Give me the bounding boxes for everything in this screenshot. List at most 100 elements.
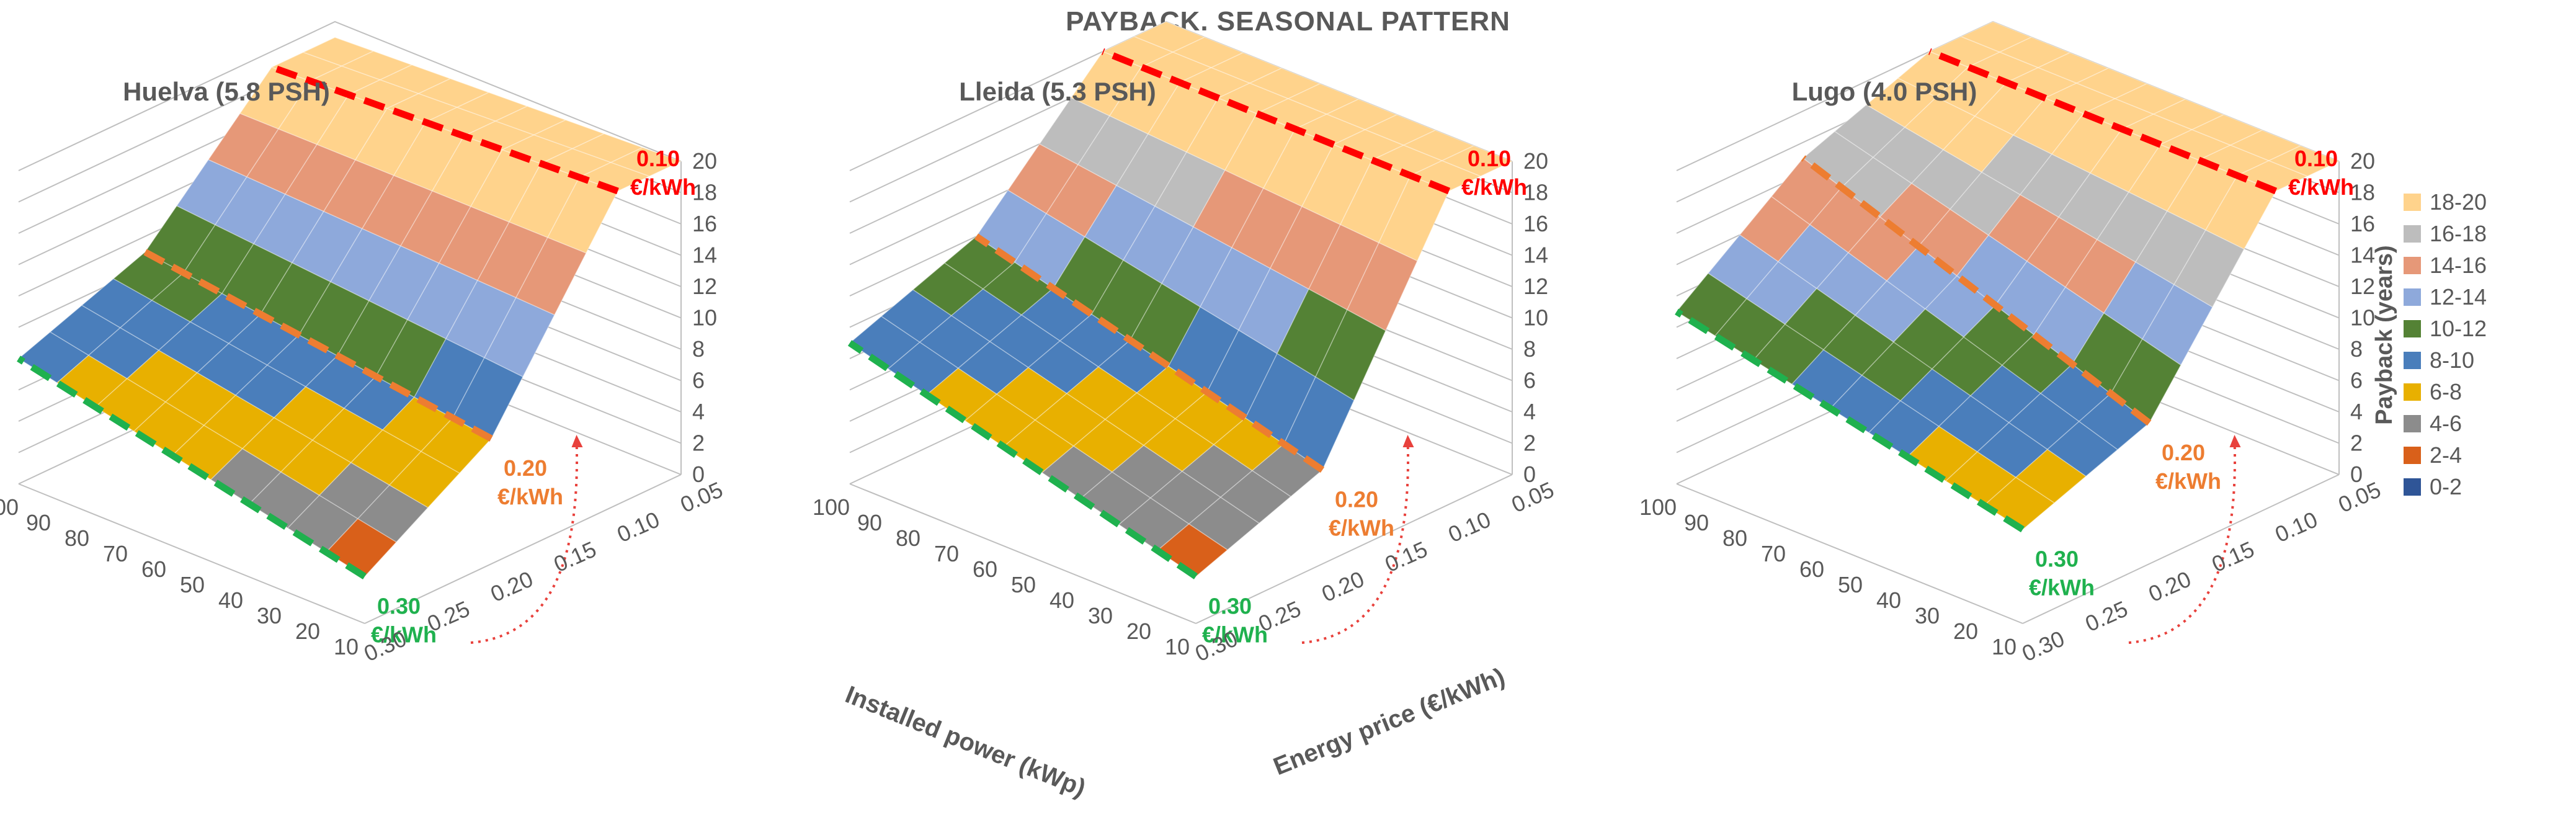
power-tick-label: 80 — [896, 525, 920, 551]
power-tick-label: 70 — [934, 541, 959, 566]
power-tick-label: 40 — [1876, 587, 1901, 613]
power-tick-label: 50 — [180, 572, 205, 597]
power-tick-label: 80 — [1723, 525, 1747, 551]
z-tick-label: 12 — [692, 274, 717, 299]
legend-label: 12-14 — [2430, 283, 2487, 310]
z-tick-label: 12 — [2350, 274, 2375, 299]
legend-swatch — [2404, 351, 2421, 369]
power-tick-label: 20 — [295, 618, 320, 644]
price-tick-label: 0.25 — [1255, 596, 1305, 636]
z-tick-label: 6 — [2350, 368, 2363, 393]
price-annotation-value: 0.20 — [1335, 487, 1378, 512]
legend-swatch — [2404, 446, 2421, 464]
z-tick-label: 0 — [1523, 462, 1536, 487]
power-tick-label: 10 — [1165, 634, 1190, 659]
legend-label: 10-12 — [2430, 315, 2487, 341]
price-annotation-value: 0.30 — [2035, 547, 2079, 572]
power-tick-label: 40 — [218, 587, 243, 613]
price-tick-label: 0.05 — [677, 476, 727, 517]
power-tick-label: 30 — [1088, 603, 1113, 628]
price-tick-label: 0.15 — [2208, 536, 2258, 577]
z-tick-label: 20 — [2350, 148, 2375, 174]
legend-label: 16-18 — [2430, 220, 2487, 246]
power-tick-label: 100 — [0, 494, 19, 520]
z-tick-label: 20 — [692, 148, 717, 174]
price-tick-label: 0.30 — [2018, 625, 2069, 666]
price-annotation-unit: €/kWh — [630, 174, 696, 200]
legend-item: 6-8 — [2404, 376, 2552, 408]
power-tick-label: 70 — [103, 541, 128, 566]
iso-price-line — [847, 340, 1198, 579]
legend-label: 18-20 — [2430, 189, 2487, 215]
power-tick-label: 100 — [813, 494, 850, 520]
legend-swatch — [2404, 478, 2421, 496]
price-tick-label: 0.20 — [487, 566, 537, 607]
power-tick-label: 100 — [1639, 494, 1677, 520]
power-axis-line — [1676, 483, 2023, 624]
price-annotation-unit: €/kWh — [497, 484, 563, 509]
power-axis-line — [18, 483, 365, 624]
direction-arrowhead — [2229, 435, 2241, 447]
direction-arrowhead — [1402, 435, 1414, 447]
power-tick-label: 10 — [1992, 634, 2017, 659]
price-annotation-unit: €/kWh — [1202, 622, 1268, 647]
legend-label: 6-8 — [2430, 378, 2462, 404]
legend-item: 8-10 — [2404, 344, 2552, 376]
z-tick-label: 8 — [1523, 336, 1536, 362]
z-tick-label: 12 — [1523, 274, 1548, 299]
z-tick-label: 6 — [692, 368, 705, 393]
price-annotation-unit: €/kWh — [371, 622, 437, 647]
power-tick-label: 50 — [1011, 572, 1036, 597]
price-tick-label: 0.10 — [1445, 506, 1495, 547]
power-tick-label: 60 — [141, 556, 166, 582]
z-tick-label: 6 — [1523, 368, 1536, 393]
z-tick-label: 2 — [692, 431, 705, 456]
power-tick-label: 60 — [1799, 556, 1824, 582]
z-tick-label: 14 — [692, 243, 717, 268]
z-tick-label: 10 — [692, 305, 717, 331]
price-annotation-value: 0.20 — [504, 455, 547, 481]
legend-swatch — [2404, 414, 2421, 432]
z-tick-label: 8 — [2350, 336, 2363, 362]
iso-price-line — [1101, 48, 1451, 195]
z-tick-label: 2 — [1523, 431, 1536, 456]
legend-item: 2-4 — [2404, 439, 2552, 471]
z-tick-label: 14 — [1523, 243, 1548, 268]
z-tick-label: 16 — [2350, 211, 2375, 236]
surface-chart: 0 2 4 6 8 10 12 14 16 18 20 0.30 €/kWh 0.20 €/kWh 0.10 €… — [1639, 20, 2397, 666]
z-tick-label: 4 — [1523, 399, 1536, 424]
price-axis-line — [2022, 474, 2340, 624]
iso-price-line — [17, 355, 367, 579]
price-tick-label: 0.05 — [1508, 476, 1558, 517]
price-annotation-value: 0.30 — [1208, 593, 1252, 618]
legend-swatch — [2404, 256, 2421, 274]
power-tick-label: 30 — [257, 603, 282, 628]
z-tick-label: 20 — [1523, 148, 1548, 174]
price-annotation-unit: €/kWh — [2288, 174, 2354, 200]
legend-label: 14-16 — [2430, 252, 2487, 278]
legend-label: 2-4 — [2430, 442, 2462, 468]
price-tick-label: 0.25 — [424, 596, 474, 636]
power-tick-label: 60 — [973, 556, 997, 582]
z-tick-label: 16 — [692, 211, 717, 236]
price-axis-line — [1195, 474, 1513, 624]
legend-swatch — [2404, 225, 2421, 243]
page-title: PAYBACK. SEASONAL PATTERN — [1066, 6, 1510, 37]
price-tick-label: 0.10 — [613, 506, 664, 547]
price-tick-label: 0.15 — [550, 536, 600, 577]
z-tick-label: 2 — [2350, 431, 2363, 456]
legend-item: 14-16 — [2404, 249, 2552, 281]
z-tick-label: 4 — [692, 399, 705, 424]
legend-item: 0-2 — [2404, 471, 2552, 502]
price-tick-label: 0.20 — [1318, 566, 1368, 607]
z-tick-label: 14 — [2350, 243, 2375, 268]
z-tick-label: 0 — [692, 462, 705, 487]
surface-chart: 0 2 4 6 8 10 12 14 16 18 20 0.30 €/kWh 0.20 €/kWh 0.10 €… — [0, 20, 727, 666]
chart-title: Lugo (4.0 PSH) — [1792, 77, 1977, 106]
chart-title: Lleida (5.3 PSH) — [959, 77, 1156, 106]
power-tick-label: 40 — [1050, 587, 1074, 613]
power-tick-label: 50 — [1838, 572, 1863, 597]
power-tick-label: 10 — [334, 634, 359, 659]
z-tick-label: 18 — [1523, 180, 1548, 205]
